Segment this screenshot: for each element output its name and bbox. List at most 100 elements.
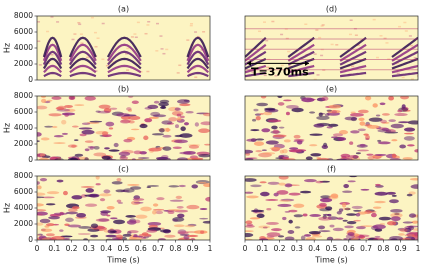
blob (382, 113, 390, 116)
blob (115, 189, 126, 193)
harmonic (186, 43, 210, 62)
blob (333, 238, 343, 240)
blob (101, 131, 109, 136)
blob (346, 221, 357, 225)
blob (144, 118, 153, 123)
blob (285, 104, 299, 109)
blob (179, 233, 190, 236)
blob (53, 142, 66, 144)
speckle (274, 75, 278, 77)
blob (328, 123, 339, 127)
blob (39, 218, 51, 224)
blob (359, 143, 366, 147)
speckle (372, 18, 376, 21)
blob (176, 113, 182, 117)
blob (202, 220, 210, 224)
blob (48, 216, 60, 220)
blob (67, 144, 78, 148)
blob (367, 124, 380, 129)
blob (322, 215, 327, 220)
y-tick-label: 6000 (14, 187, 33, 196)
speckle (285, 37, 289, 40)
blob (328, 195, 339, 200)
blob (391, 194, 397, 197)
blob (343, 184, 349, 189)
speckle (313, 53, 317, 55)
blob (349, 141, 354, 145)
blob (287, 230, 295, 234)
blob (390, 123, 404, 129)
blob (280, 198, 295, 202)
blob (409, 178, 418, 181)
blob (384, 131, 399, 134)
blob (168, 185, 180, 188)
blob (245, 178, 257, 182)
blob (331, 110, 338, 114)
blob (167, 209, 181, 212)
speckle (147, 20, 151, 23)
blob (347, 232, 355, 236)
blob (198, 153, 210, 158)
blob (83, 238, 88, 240)
speckle (316, 74, 320, 76)
blob (89, 120, 103, 123)
harmonic (288, 71, 315, 78)
blob (266, 232, 281, 237)
blob (37, 234, 42, 237)
harmonic (42, 57, 63, 70)
blob (84, 148, 90, 152)
blob (372, 206, 382, 209)
blob (271, 125, 278, 130)
blob (266, 221, 279, 225)
speckle (194, 31, 198, 33)
blob (37, 209, 47, 212)
blob (178, 184, 186, 188)
blob (53, 212, 68, 215)
blob (381, 122, 390, 124)
blob (353, 209, 362, 212)
blob (269, 147, 282, 150)
blob (148, 116, 160, 119)
blob (133, 150, 142, 155)
speckle (126, 47, 130, 50)
blob (342, 202, 347, 208)
speckle (266, 66, 270, 69)
speckle (280, 64, 284, 67)
y-tick-label: 8000 (14, 11, 33, 20)
harmonic (186, 36, 210, 58)
blob (389, 235, 403, 240)
blob (353, 219, 361, 222)
blob (40, 137, 50, 141)
blob (302, 213, 308, 217)
blob (272, 134, 287, 138)
blob (53, 135, 64, 138)
blob (38, 157, 50, 160)
blob (245, 225, 255, 228)
blob (343, 238, 348, 240)
blob (128, 236, 142, 240)
blob (65, 211, 79, 215)
blob (401, 104, 406, 109)
blob (256, 102, 269, 107)
blob (277, 102, 285, 106)
blob (130, 186, 142, 190)
x-tick-label: 0.1 (48, 244, 60, 253)
y-tick-label: 4000 (14, 123, 33, 132)
x-tick-label: 0.6 (343, 244, 355, 253)
blob (80, 186, 95, 188)
blob (197, 181, 207, 184)
blob (313, 123, 325, 128)
blob (99, 193, 112, 197)
speckle (160, 48, 164, 50)
blob (161, 105, 166, 109)
blob (56, 179, 64, 183)
blob (408, 213, 417, 218)
y-axis-label: Hz (3, 43, 12, 53)
blob (277, 203, 292, 208)
blob (104, 147, 110, 150)
blob (98, 218, 110, 222)
blob (372, 224, 386, 230)
speckle (96, 37, 100, 39)
blob (97, 110, 111, 114)
blob (89, 146, 94, 150)
